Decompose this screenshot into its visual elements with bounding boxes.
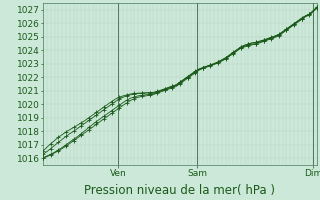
X-axis label: Pression niveau de la mer( hPa ): Pression niveau de la mer( hPa ) [84, 184, 276, 197]
